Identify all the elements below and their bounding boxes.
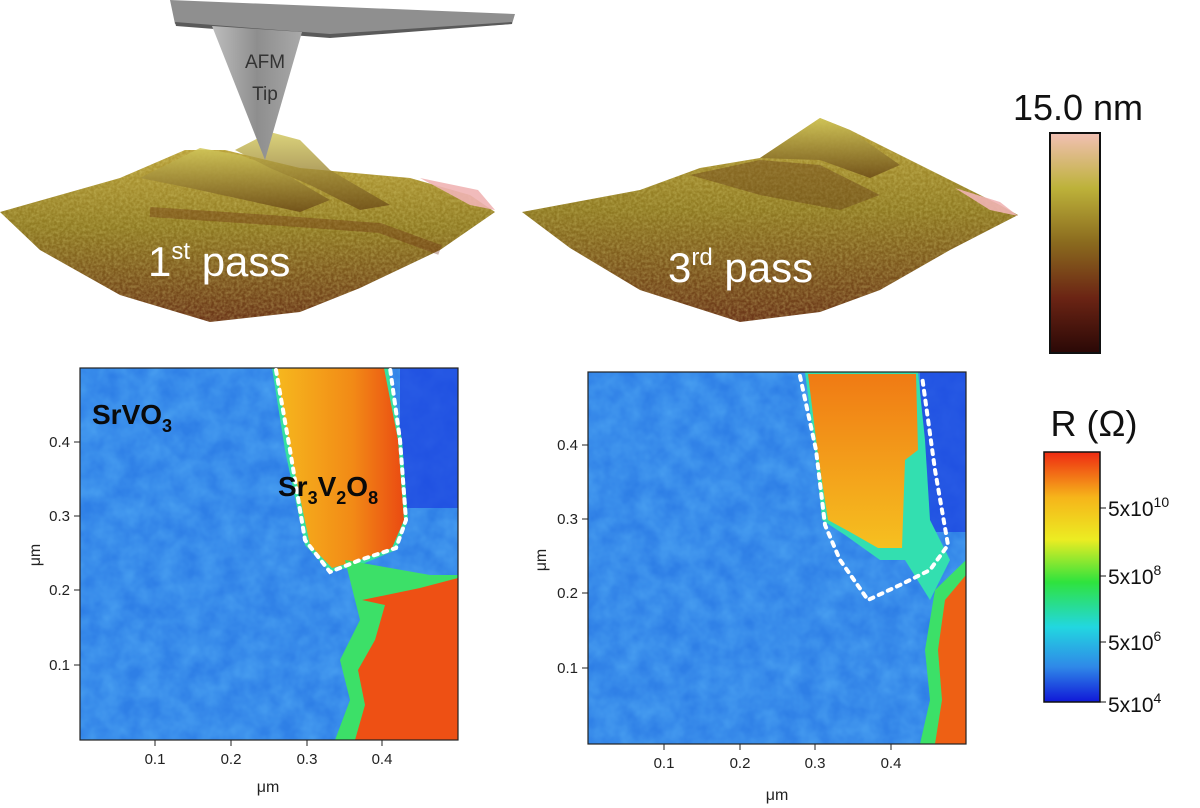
afm-tip-label-line1: AFM [245,52,285,73]
left-y-tick: 0.4 [49,434,70,451]
right-x-tick: 0.1 [654,755,675,772]
resistance-tick: 5x104 [1108,690,1162,717]
right-map-axes: 0.1 0.2 0.3 0.4 0.1 0.2 0.3 0.4 μm μm [533,437,901,804]
afm-tip-label-line2: Tip [252,84,278,105]
right-map-frame [587,371,967,745]
resistance-map-left: SrVO3 Sr3V2O8 0.1 0.2 0.3 0.4 0.1 0.2 0.… [27,366,459,796]
right-y-tick: 0.4 [557,437,578,454]
resistance-tick: 5x108 [1108,562,1162,589]
sr3v2o8-label: Sr3V2O8 [278,471,378,508]
left-x-tick: 0.3 [297,751,318,768]
left-y-tick: 0.1 [49,657,70,674]
resistance-tick: 5x1010 [1108,494,1169,521]
left-map-axes: 0.1 0.2 0.3 0.4 0.1 0.2 0.3 0.4 μm μm [27,434,392,796]
left-y-tick: 0.2 [49,582,70,599]
resistance-scale-title: R (Ω) [1051,403,1138,444]
left-x-tick: 0.2 [221,751,242,768]
right-x-tick: 0.4 [881,755,902,772]
height-scale-gradient [1049,132,1101,354]
first-pass-label: 1st pass [148,238,290,285]
afm-topography-3rd-pass [522,118,1018,322]
height-scale-label: 15.0 nm [1013,87,1143,128]
left-y-axis-label: μm [27,544,44,567]
afm-tip: AFM Tip [170,0,515,160]
height-colorbar: 15.0 nm [1013,87,1143,354]
right-x-axis-label: μm [766,787,789,804]
third-pass-label: 3rd pass [668,244,813,291]
resistance-scale-gradient [1043,451,1101,703]
right-y-tick: 0.1 [557,660,578,677]
right-x-tick: 0.2 [730,755,751,772]
left-phase-boundary [274,366,409,575]
right-y-tick: 0.2 [557,585,578,602]
left-x-tick: 0.1 [145,751,166,768]
right-y-axis-label: μm [533,549,550,572]
left-x-axis-label: μm [257,779,280,796]
left-x-tick: 0.4 [372,751,393,768]
resistance-colorbar: R (Ω) 5x1010 5x108 5x106 5x104 [1043,403,1169,717]
right-x-tick: 0.3 [805,755,826,772]
left-y-tick: 0.3 [49,508,70,525]
srvo3-label: SrVO3 [92,399,172,436]
resistance-map-right: 0.1 0.2 0.3 0.4 0.1 0.2 0.3 0.4 μm μm [533,371,967,804]
right-phase-boundary [798,374,951,603]
right-y-tick: 0.3 [557,511,578,528]
afm-topography-1st-pass [0,132,495,322]
left-map-frame [79,367,459,741]
resistance-tick: 5x106 [1108,628,1162,655]
